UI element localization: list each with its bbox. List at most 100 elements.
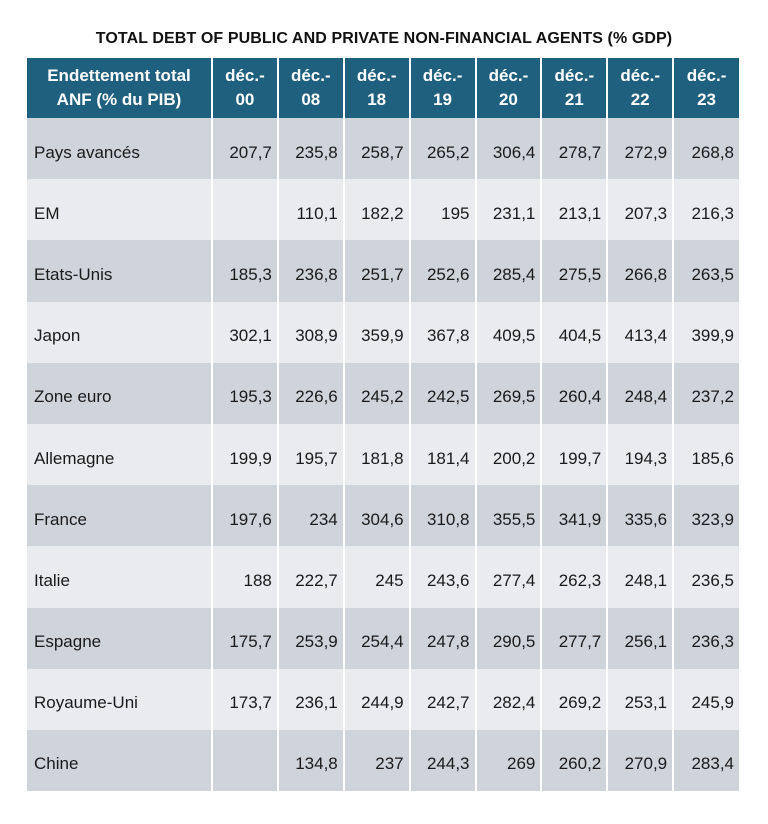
cell-value: 222,7 [295,570,338,590]
value-cell: 252,6 [409,240,477,302]
value-cell: 277,7 [541,607,609,669]
cell-value: 188 [243,570,272,590]
value-cell: 237,2 [673,362,739,424]
cell-value: 110,1 [296,203,338,223]
row-label: EM [34,203,60,223]
cell-value: 266,8 [624,264,668,284]
column-header-prefix: déc.- [620,66,661,85]
cell-value: 282,4 [492,693,536,713]
value-cell: 173,7 [212,668,279,730]
row-label: Etats-Unis [34,264,113,284]
value-cell: 272,9 [607,118,675,180]
table-row: Japon 302,1 308,9 359,9 367,8 409,5 404,5 413,4… [27,301,739,363]
cell-value: 200,2 [492,448,536,468]
cell-value: 262,3 [558,570,602,590]
cell-value: 278,7 [558,142,602,162]
value-cell: 181,4 [409,423,477,486]
column-header-dec-18: déc.- 18 [343,58,411,118]
row-label-cell: Chine [27,729,213,792]
value-cell: 207,7 [212,118,279,180]
row-label: France [34,509,87,529]
table-row: Allemagne 199,9 195,7 181,8 181,4 200,2 199,7 1… [27,423,739,486]
column-header-year: 22 [630,90,650,109]
row-label-cell: Etats-Unis [27,240,213,302]
column-header-prefix: déc.- [356,66,397,85]
value-cell: 341,9 [541,485,609,547]
value-cell: 222,7 [277,546,345,608]
column-header-dec-19: déc.- 19 [409,58,477,118]
cell-value: 195,7 [295,448,338,468]
value-cell: 269 [475,729,543,792]
column-header-year: 23 [697,90,717,109]
cell-value: 335,6 [624,509,668,529]
cell-value: 134,8 [295,754,338,774]
cell-value: 256,1 [624,632,668,652]
cell-value: 216,3 [691,203,734,223]
value-cell: 234 [277,485,345,547]
value-cell: 290,5 [475,607,543,669]
value-cell: 213,1 [541,179,609,241]
value-cell: 248,4 [607,362,675,424]
cell-value: 242,5 [426,387,470,407]
cell-value: 244,3 [426,754,470,774]
value-cell: 236,8 [277,240,345,302]
value-cell: 269,2 [541,668,609,730]
row-label: Chine [34,754,79,774]
value-cell: 399,9 [673,301,739,363]
cell-value: 236,1 [295,693,338,713]
cell-value: 277,4 [492,570,536,590]
value-cell: 245,9 [673,668,739,730]
value-cell: 216,3 [673,179,739,241]
value-cell: 182,2 [343,179,411,241]
cell-value: 248,1 [624,570,668,590]
value-cell: 185,6 [673,423,739,486]
value-cell: 359,9 [343,301,411,363]
value-cell: 199,7 [541,423,609,486]
cell-value: 243,6 [426,570,470,590]
value-cell: 245,2 [343,362,411,424]
row-label: Allemagne [34,448,115,468]
column-header-dec-21: déc.- 21 [541,58,609,118]
cell-value: 258,7 [361,142,404,162]
cell-value: 269,5 [492,387,536,407]
cell-value: 245 [375,570,404,590]
value-cell: 181,8 [343,423,411,486]
cell-value: 181,4 [426,448,470,468]
cell-value: 248,4 [624,387,668,407]
value-cell: 282,4 [475,668,543,730]
column-header-year: 20 [498,90,518,109]
value-cell: 247,8 [409,607,477,669]
value-cell: 310,8 [409,485,477,547]
value-cell: 258,7 [343,118,411,180]
cell-value: 242,7 [426,693,470,713]
cell-value: 237 [375,754,404,774]
cell-value: 310,8 [426,509,470,529]
column-header-year: 18 [367,90,387,109]
value-cell: 188 [212,546,279,608]
value-cell: 404,5 [541,301,609,363]
cell-value: 323,9 [691,509,734,529]
cell-value: 231,1 [492,203,536,223]
value-cell: 367,8 [409,301,477,363]
column-header-dec-08: déc.- 08 [277,58,345,118]
row-label: Japon [34,326,81,346]
row-label-cell: Pays avancés [27,118,213,180]
cell-value: 355,5 [492,509,536,529]
cell-value: 247,8 [426,632,470,652]
value-cell: 260,2 [541,729,609,792]
table-title: TOTAL DEBT OF PUBLIC AND PRIVATE NON-FIN… [95,30,673,47]
table-row: Pays avancés 207,7 235,8 258,7 265,2 306,4 278… [27,118,739,180]
row-label: Espagne [34,632,102,652]
row-label-header-line-1: Endettement total [47,66,191,85]
row-label-cell: Allemagne [27,423,213,486]
cell-value: 235,8 [295,142,338,162]
row-label-cell: Espagne [27,607,213,669]
table-row: Etats-Unis 185,3 236,8 251,7 252,6 285,4 275,5… [27,240,739,302]
cell-value: 173,7 [229,693,272,713]
cell-value: 404,5 [558,326,602,346]
cell-value: 199,7 [558,448,602,468]
cell-value: 181,8 [361,448,404,468]
row-label-header-line-2: ANF (% du PIB) [56,90,182,109]
cell-value: 306,4 [492,142,536,162]
value-cell: 409,5 [475,301,543,363]
